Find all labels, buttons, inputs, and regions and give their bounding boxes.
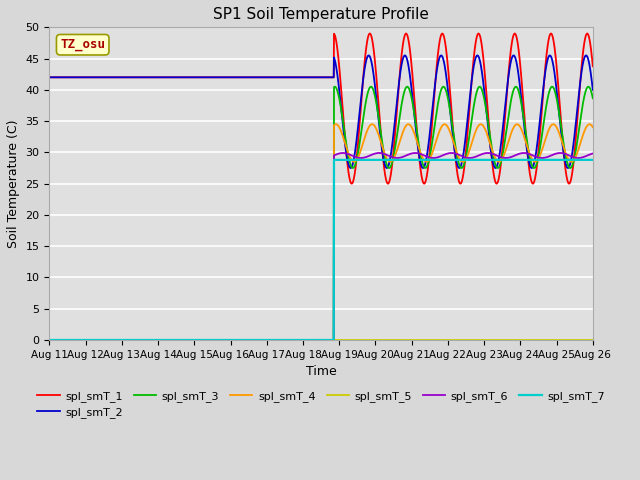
spl_smT_4 (474, 124, 481, 130)
spl_smT_5 (573, 337, 580, 343)
spl_smT_6 (310, 337, 317, 343)
spl_smT_6 (45, 337, 53, 343)
spl_smT_5 (295, 337, 303, 343)
spl_smT_1 (402, 31, 410, 36)
spl_smT_2 (73, 74, 81, 80)
spl_smT_3 (310, 337, 317, 343)
spl_smT_6 (573, 155, 581, 161)
spl_smT_3 (73, 337, 81, 343)
spl_smT_4 (295, 337, 303, 343)
spl_smT_5 (589, 337, 596, 343)
spl_smT_1 (456, 181, 464, 187)
spl_smT_4 (589, 124, 596, 130)
spl_smT_2 (295, 74, 303, 80)
spl_smT_7 (330, 157, 338, 163)
spl_smT_3 (367, 84, 375, 90)
Line: spl_smT_2: spl_smT_2 (49, 55, 593, 168)
Line: spl_smT_3: spl_smT_3 (49, 87, 593, 340)
spl_smT_6 (589, 151, 596, 156)
spl_smT_5 (573, 337, 581, 343)
spl_smT_3 (573, 138, 581, 144)
spl_smT_2 (45, 74, 53, 80)
Y-axis label: Soil Temperature (C): Soil Temperature (C) (7, 120, 20, 248)
spl_smT_2 (474, 53, 481, 59)
spl_smT_2 (589, 87, 596, 93)
spl_smT_1 (573, 117, 581, 122)
spl_smT_6 (73, 337, 81, 343)
spl_smT_1 (474, 31, 482, 37)
Line: spl_smT_6: spl_smT_6 (49, 153, 593, 340)
spl_smT_4 (573, 151, 581, 156)
spl_smT_7 (45, 337, 53, 343)
spl_smT_5 (45, 337, 53, 343)
spl_smT_4 (73, 337, 81, 343)
spl_smT_4 (573, 150, 581, 156)
spl_smT_7 (295, 337, 303, 343)
spl_smT_2 (573, 103, 581, 109)
spl_smT_6 (474, 153, 481, 159)
spl_smT_1 (310, 74, 317, 80)
spl_smT_3 (474, 86, 481, 92)
spl_smT_7 (310, 337, 317, 343)
spl_smT_1 (73, 74, 81, 80)
spl_smT_2 (492, 165, 499, 171)
spl_smT_1 (573, 113, 581, 119)
spl_smT_3 (573, 140, 581, 146)
spl_smT_1 (45, 74, 53, 80)
spl_smT_6 (573, 155, 581, 161)
spl_smT_4 (332, 121, 340, 127)
Title: SP1 Soil Temperature Profile: SP1 Soil Temperature Profile (213, 7, 429, 22)
Line: spl_smT_4: spl_smT_4 (49, 124, 593, 340)
spl_smT_5 (310, 337, 317, 343)
X-axis label: Time: Time (306, 365, 337, 378)
spl_smT_3 (45, 337, 53, 343)
spl_smT_2 (573, 106, 581, 111)
spl_smT_2 (310, 74, 317, 80)
spl_smT_3 (589, 96, 596, 101)
Text: TZ_osu: TZ_osu (60, 38, 105, 51)
spl_smT_7 (573, 157, 581, 163)
spl_smT_4 (45, 337, 53, 343)
Line: spl_smT_1: spl_smT_1 (49, 34, 593, 184)
spl_smT_7 (573, 157, 581, 163)
Line: spl_smT_7: spl_smT_7 (49, 160, 593, 340)
spl_smT_4 (310, 337, 317, 343)
spl_smT_6 (295, 337, 303, 343)
spl_smT_2 (437, 52, 445, 58)
spl_smT_3 (295, 337, 303, 343)
spl_smT_5 (73, 337, 81, 343)
Legend: spl_smT_1, spl_smT_2, spl_smT_3, spl_smT_4, spl_smT_5, spl_smT_6, spl_smT_7: spl_smT_1, spl_smT_2, spl_smT_3, spl_smT… (33, 386, 609, 422)
spl_smT_1 (589, 63, 596, 69)
spl_smT_7 (589, 157, 596, 163)
spl_smT_5 (474, 337, 481, 343)
spl_smT_6 (412, 150, 419, 156)
spl_smT_1 (295, 74, 303, 80)
spl_smT_7 (474, 157, 481, 163)
spl_smT_7 (73, 337, 81, 343)
